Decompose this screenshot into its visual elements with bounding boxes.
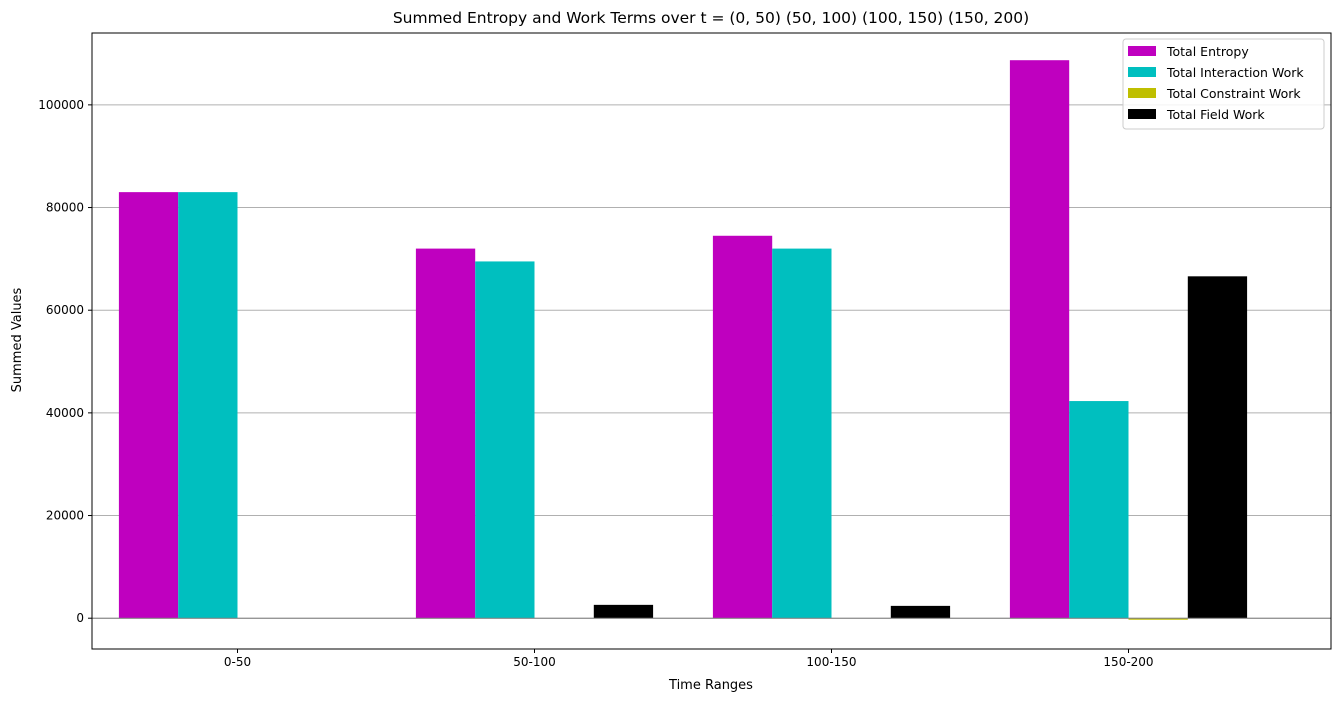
bar-total-interaction-work-150-200: [1069, 401, 1129, 619]
bar-total-interaction-work-0-50: [178, 192, 238, 619]
x-axis-label: Time Ranges: [668, 678, 753, 693]
legend-label: Total Field Work: [1166, 107, 1265, 122]
bar-total-constraint-work-150-200: [1128, 618, 1188, 620]
legend-swatch: [1128, 109, 1156, 119]
plot-frame: [91, 32, 1332, 650]
legend-swatch: [1128, 67, 1156, 77]
bar-total-interaction-work-50-100: [475, 261, 535, 619]
bar-total-interaction-work-100-150: [772, 248, 832, 619]
y-axis-ticks: 0 20000 40000 60000 80000 100000: [38, 98, 92, 625]
bars: [92, 60, 1331, 620]
bar-total-entropy-150-200: [1009, 60, 1070, 619]
bar-total-entropy-50-100: [415, 248, 476, 619]
y-tick-label: 60000: [46, 303, 84, 317]
legend-swatch: [1128, 88, 1156, 98]
bar-total-field-work-150-200: [1187, 276, 1248, 619]
chart-title: Summed Entropy and Work Terms over t = (…: [393, 9, 1029, 27]
y-axis-label: Summed Values: [10, 287, 25, 392]
legend: Total Entropy Total Interaction Work Total…: [1122, 38, 1325, 130]
y-tick-label: 100000: [38, 98, 84, 112]
y-tick-label: 40000: [46, 406, 84, 420]
y-tick-label: 0: [76, 611, 84, 625]
bar-total-field-work-50-100: [593, 604, 654, 619]
legend-label: Total Entropy: [1166, 44, 1249, 59]
bar-total-entropy-0-50: [118, 192, 179, 619]
legend-box: [1122, 38, 1325, 130]
legend-swatch: [1128, 46, 1156, 56]
x-tick-label: 150-200: [1103, 655, 1153, 669]
grid-lines: [92, 104, 1331, 619]
bar-total-field-work-100-150: [890, 605, 951, 619]
legend-label: Total Interaction Work: [1166, 65, 1304, 80]
bar-total-entropy-100-150: [712, 235, 773, 619]
y-tick-label: 80000: [46, 201, 84, 215]
x-tick-label: 50-100: [513, 655, 556, 669]
y-tick-label: 20000: [46, 509, 84, 523]
legend-label: Total Constraint Work: [1166, 86, 1301, 101]
x-tick-label: 100-150: [806, 655, 856, 669]
x-tick-label: 0-50: [224, 655, 251, 669]
x-axis-ticks: 0-50 50-100 100-150 150-200: [224, 649, 1154, 669]
